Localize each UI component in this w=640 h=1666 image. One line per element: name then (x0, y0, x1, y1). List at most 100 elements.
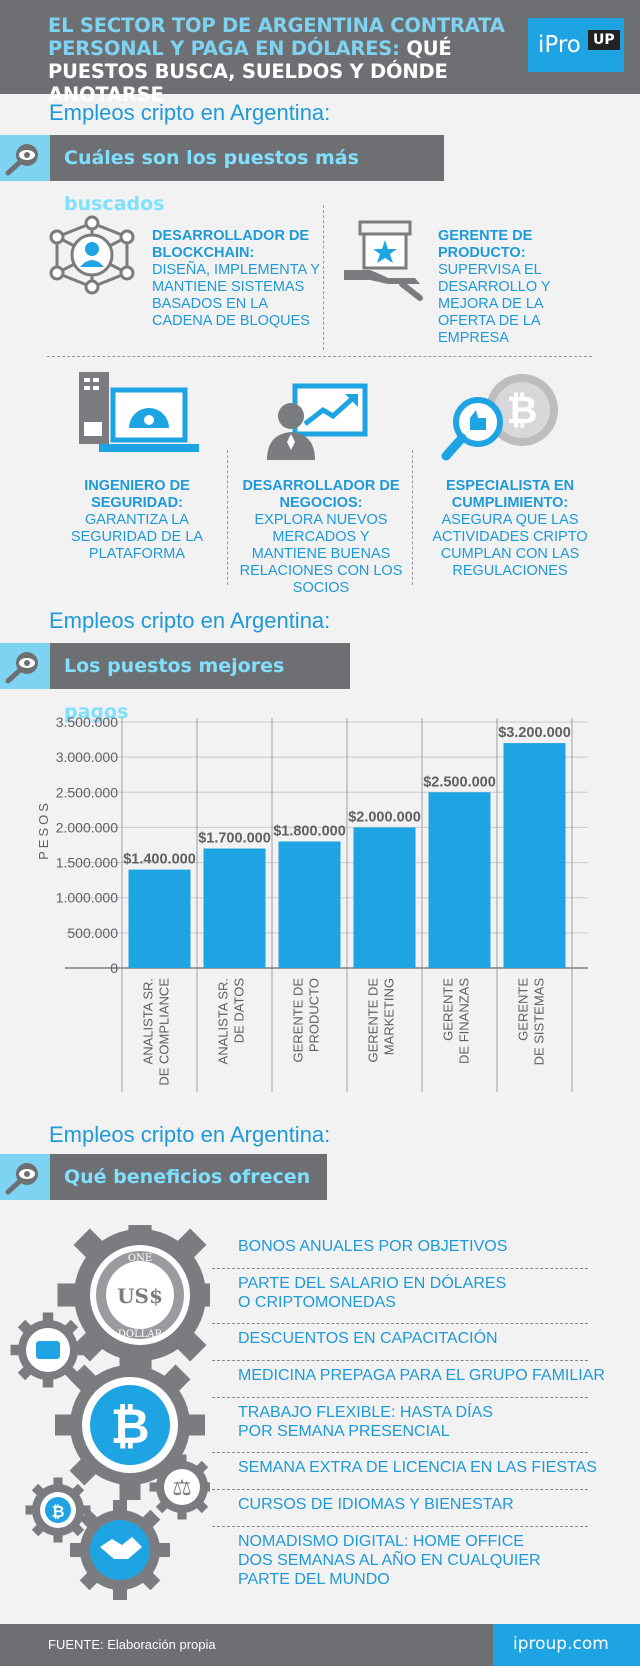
job-desc: EXPLORA NUEVOS MERCADOS Y MANTIENE BUENA… (239, 512, 403, 596)
bar (278, 841, 341, 968)
footer: FUENTE: Elaboración propia iproup.com (0, 1624, 640, 1666)
job-desc: ASEGURA QUE LAS ACTIVIDADES CRIPTO CUMPL… (432, 512, 588, 579)
job-business-dev: DESARROLLADOR DE NEGOCIOS: EXPLORA NUEVO… (235, 478, 407, 597)
y-tick-label: 500.000 (67, 925, 118, 941)
benefit-item: NOMADISMO DIGITAL: HOME OFFICE DOS SEMANA… (238, 1532, 541, 1589)
salary-chart: 0 500.000 1.000.000 1.500.000 2.000.000 2.500… (0, 700, 640, 1100)
y-tick-label: 3.000.000 (56, 749, 118, 765)
product-manager-icon (340, 218, 430, 303)
category-label: DE FINANZAS (457, 978, 472, 1064)
bar (353, 827, 416, 968)
bitcoin-icon (90, 1385, 170, 1465)
category-label: GERENTE DE (366, 978, 381, 1063)
benefit-line: PARTE DEL SALARIO EN DÓLARES (238, 1275, 507, 1292)
chart-canvas: 0 500.000 1.000.000 1.500.000 2.000.000 2.500… (36, 714, 588, 1092)
section2-banner-text: Los puestos mejores pagos (50, 643, 350, 723)
benefit-item: CURSOS DE IDIOMAS Y BIENESTAR (238, 1495, 514, 1514)
y-tick-label: 2.500.000 (56, 784, 118, 800)
benefit-line: DESCUENTOS EN CAPACITACIÓN (238, 1330, 498, 1347)
footer-url: iproup.com (513, 1634, 609, 1654)
bar (203, 848, 266, 968)
data-label: $3.200.000 (498, 725, 571, 741)
business-growth-icon (265, 382, 370, 462)
wallet-icon (36, 1341, 60, 1359)
benefit-line: CURSOS DE IDIOMAS Y BIENESTAR (238, 1496, 514, 1513)
job-title: GERENTE DE PRODUCTO: (438, 228, 533, 261)
header: EL SECTOR TOP DE ARGENTINA CONTRATA PERS… (0, 0, 640, 106)
divider (412, 450, 413, 585)
benefit-line: POR SEMANA PRESENCIAL (238, 1423, 450, 1440)
benefit-divider (212, 1526, 588, 1527)
page-title: EL SECTOR TOP DE ARGENTINA CONTRATA PERS… (48, 14, 518, 106)
bar (503, 743, 566, 968)
eye-magnifier-icon (0, 643, 50, 689)
benefit-item: TRABAJO FLEXIBLE: HASTA DÍAS POR SEMANA P… (238, 1403, 493, 1441)
category-label: ANALISTA SR. (141, 978, 156, 1064)
balance-scale-icon: ⚖ (172, 1476, 192, 1501)
category-label: DE DATOS (232, 978, 247, 1044)
gear-dollar-bottom: DOLLAR (118, 1329, 163, 1340)
gear-dollar-top: ONE (128, 1253, 152, 1264)
section3-subhead: Empleos cripto en Argentina: (49, 1122, 331, 1147)
y-axis-label: PESOS (36, 800, 51, 860)
benefit-line: MEDICINA PREPAGA PARA EL GRUPO FAMILIAR (238, 1367, 605, 1384)
bar (428, 792, 491, 968)
job-desc: GARANTIZA LA SEGURIDAD DE LA PLATAFORMA (70, 512, 204, 562)
benefit-divider (212, 1397, 588, 1398)
job-security-engineer: INGENIERO DE SEGURIDAD: GARANTIZA LA SEG… (67, 478, 207, 563)
data-label: $1.400.000 (123, 852, 196, 868)
svg-text:₿: ₿ (51, 1502, 64, 1521)
benefit-line: O CRIPTOMONEDAS (238, 1294, 396, 1311)
y-tick-label: 2.000.000 (56, 819, 118, 835)
benefit-divider (212, 1323, 588, 1324)
divider (227, 450, 228, 585)
eye-magnifier-icon (0, 1154, 50, 1200)
divider (323, 205, 324, 350)
iproup-logo[interactable]: iPro UP (528, 18, 624, 72)
bar (128, 869, 191, 968)
footer-link[interactable]: iproup.com (493, 1624, 640, 1666)
job-compliance-specialist: ESPECIALISTA EN CUMPLIMIENTO: ASEGURA QU… (425, 478, 595, 580)
compliance-bitcoin-icon: ₿ (440, 370, 560, 465)
benefit-item: DESCUENTOS EN CAPACITACIÓN (238, 1329, 498, 1348)
data-label: $2.000.000 (348, 809, 421, 825)
y-tick-label: 1.500.000 (56, 855, 118, 871)
section1-banner-text: Cuáles son los puestos más buscados (50, 135, 444, 215)
job-desc: DISEÑA, IMPLEMENTA Y MANTIENE SISTEMAS B… (152, 262, 320, 329)
y-tick-label: 1.000.000 (56, 890, 118, 906)
job-title: ESPECIALISTA EN CUMPLIMIENTO: (445, 478, 575, 511)
logo-text: iPro (538, 32, 581, 58)
title-highlight: EL SECTOR TOP DE ARGENTINA CONTRATA PERS… (48, 14, 505, 60)
blockchain-network-icon (45, 215, 140, 295)
benefit-divider (212, 1268, 588, 1269)
y-tick-label: 3.500.000 (56, 714, 118, 730)
category-label: ANALISTA SR. (216, 978, 231, 1064)
gears-illustration: ONE DOLLAR US$ ₿ ₿ ⚖ (10, 1212, 223, 1610)
data-label: $1.800.000 (273, 823, 346, 839)
benefit-item: SEMANA EXTRA DE LICENCIA EN LAS FIESTAS (238, 1458, 597, 1477)
section3-banner-text: Qué beneficios ofrecen (50, 1154, 327, 1200)
category-label: DE COMPLIANCE (157, 978, 172, 1086)
divider (47, 356, 592, 357)
job-blockchain-dev: DESARROLLADOR DE BLOCKCHAIN: DISEÑA, IMP… (152, 228, 327, 330)
benefit-line: SEMANA EXTRA DE LICENCIA EN LAS FIESTAS (238, 1459, 597, 1476)
gear-dollar-center: US$ (117, 1284, 163, 1308)
data-label: $2.500.000 (423, 774, 496, 790)
logo-badge: UP (588, 30, 620, 50)
svg-text:₿: ₿ (507, 388, 538, 432)
laptop-security-icon (75, 370, 200, 465)
benefit-line: TRABAJO FLEXIBLE: HASTA DÍAS (238, 1404, 493, 1421)
benefit-item: MEDICINA PREPAGA PARA EL GRUPO FAMILIAR (238, 1366, 605, 1385)
category-label: GERENTE DE (291, 978, 306, 1063)
job-title: DESARROLLADOR DE NEGOCIOS: (242, 478, 400, 511)
benefit-divider (212, 1489, 588, 1490)
svg-text:₿: ₿ (110, 1399, 149, 1455)
benefit-divider (212, 1360, 588, 1361)
job-desc: SUPERVISA EL DESARROLLO Y MEJORA DE LA O… (438, 262, 551, 346)
category-label: GERENTE (441, 978, 456, 1041)
benefit-divider (212, 1452, 588, 1453)
title-rest: QUÉ PUESTOS BUSCA, SUELDOS Y DÓNDE ANOTA… (48, 37, 452, 106)
job-title: INGENIERO DE SEGURIDAD: (84, 478, 190, 511)
y-tick-label: 0 (110, 960, 118, 976)
benefit-line: NOMADISMO DIGITAL: HOME OFFICE (238, 1533, 524, 1550)
